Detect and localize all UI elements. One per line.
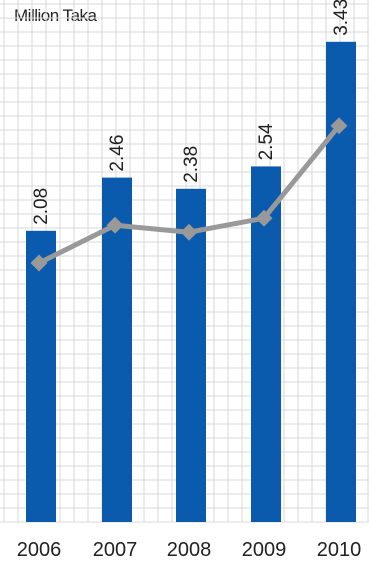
- x-tick-2008: 2008: [167, 539, 212, 561]
- x-tick-2006: 2006: [17, 539, 62, 561]
- data-label-2009: 2.54: [256, 123, 277, 160]
- unit-label: Million Taka: [14, 6, 97, 25]
- bar-2007: [102, 177, 132, 522]
- data-label-2006: 2.08: [31, 188, 52, 225]
- data-labels: 2.08 2.46 2.38 2.54 3.43: [31, 0, 352, 225]
- data-label-2008: 2.38: [181, 146, 202, 183]
- bar-2009: [251, 166, 281, 522]
- x-tick-2010: 2010: [317, 539, 362, 561]
- line-marker-2007: [106, 216, 124, 234]
- data-label-2010: 3.43: [331, 0, 352, 36]
- line-marker-2009: [255, 209, 273, 227]
- bar-2008: [176, 188, 206, 523]
- bars: [26, 41, 356, 523]
- bar-2006: [26, 230, 56, 523]
- line-marker-2008: [180, 223, 198, 241]
- data-label-2007: 2.46: [107, 135, 128, 172]
- bar-2010: [326, 41, 356, 523]
- trend-line: [30, 117, 348, 272]
- x-tick-2007: 2007: [93, 539, 138, 561]
- x-axis-ticks: 2006 2007 2008 2009 2010: [17, 539, 362, 561]
- x-tick-2009: 2009: [242, 539, 287, 561]
- line-marker-2010: [330, 117, 348, 135]
